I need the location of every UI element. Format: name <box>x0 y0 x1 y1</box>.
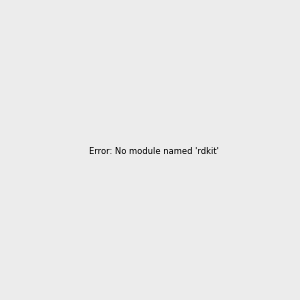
Text: Error: No module named 'rdkit': Error: No module named 'rdkit' <box>89 147 219 156</box>
